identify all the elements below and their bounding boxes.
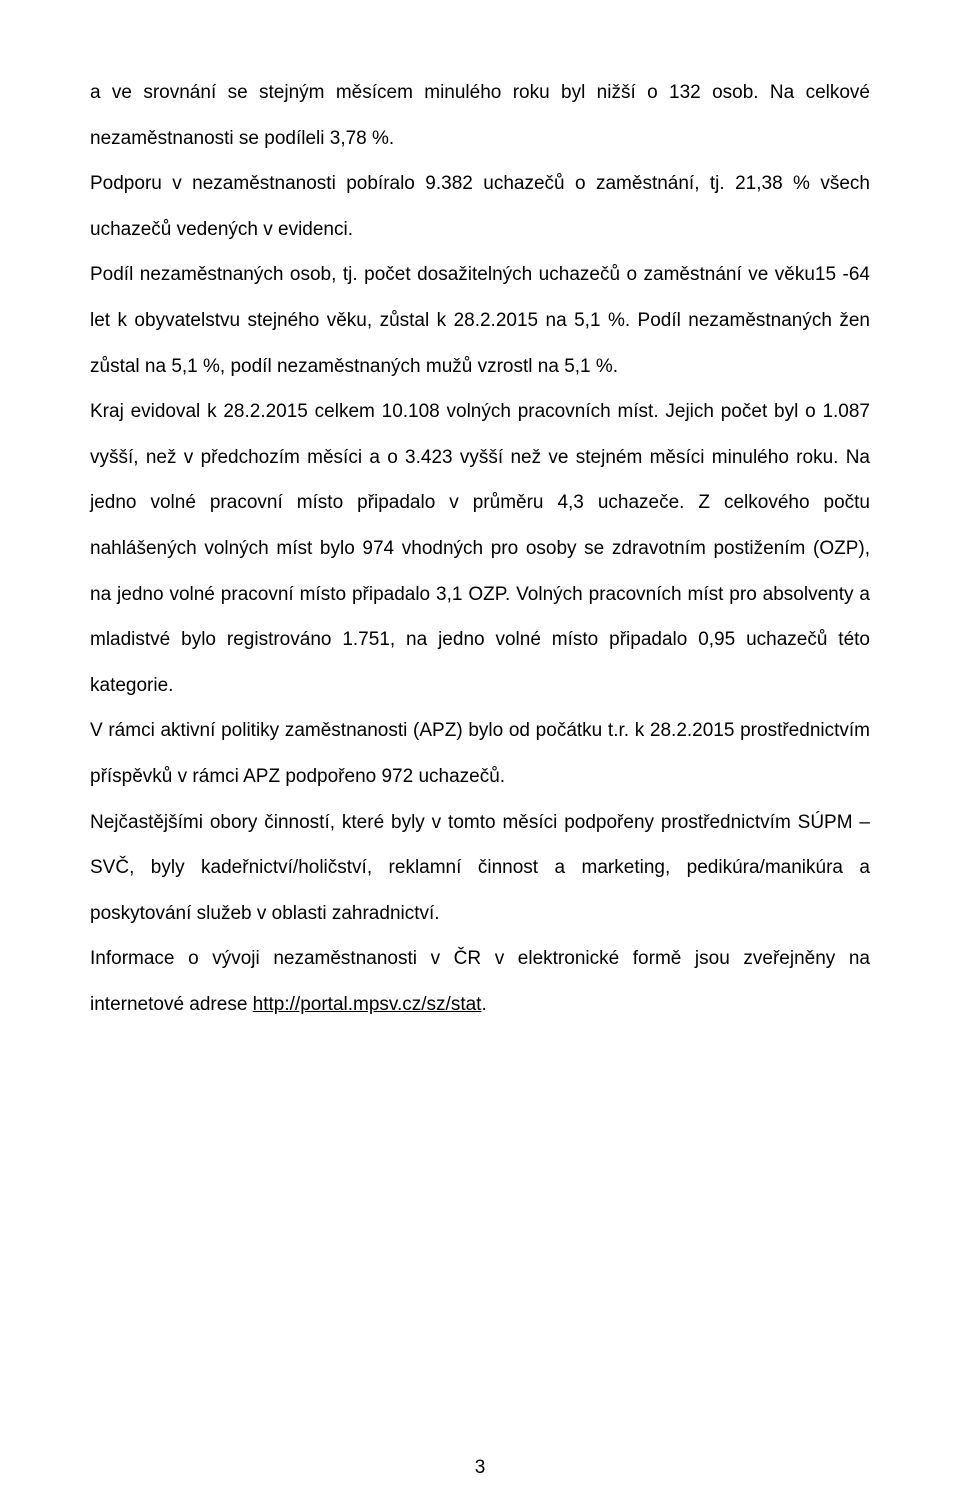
paragraph-7-suffix: . xyxy=(481,994,486,1015)
paragraph-1: a ve srovnání se stejným měsícem minuléh… xyxy=(90,70,870,161)
paragraph-7: Informace o vývoji nezaměstnanosti v ČR … xyxy=(90,936,870,1027)
paragraph-2: Podporu v nezaměstnanosti pobíralo 9.382… xyxy=(90,161,870,252)
paragraph-6: Nejčastějšími obory činností, které byly… xyxy=(90,800,870,937)
page-number: 3 xyxy=(0,1457,960,1479)
paragraph-3: Podíl nezaměstnaných osob, tj. počet dos… xyxy=(90,252,870,389)
paragraph-4: Kraj evidoval k 28.2.2015 celkem 10.108 … xyxy=(90,389,870,708)
document-page: a ve srovnání se stejným měsícem minuléh… xyxy=(0,0,960,1509)
stats-link[interactable]: http://portal.mpsv.cz/sz/stat xyxy=(253,994,482,1015)
paragraph-5: V rámci aktivní politiky zaměstnanosti (… xyxy=(90,708,870,799)
